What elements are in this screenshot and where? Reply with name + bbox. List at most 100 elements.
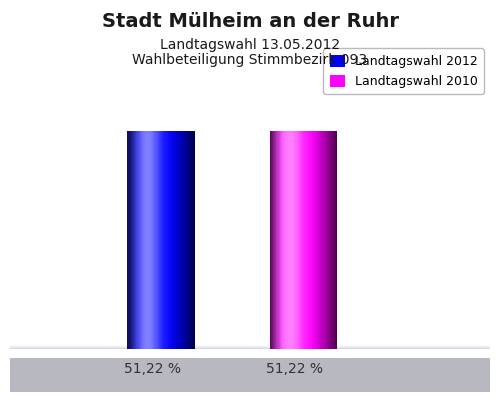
Bar [179,131,180,349]
Bar [308,131,309,349]
Bar [160,131,162,349]
Bar [312,131,314,349]
Bar [132,131,133,349]
Bar [327,131,328,349]
Bar [161,131,162,349]
Bar [294,131,296,349]
Bar [304,131,306,349]
Bar [319,131,320,349]
Bar [130,131,132,349]
Bar [275,131,276,349]
Bar [184,131,185,349]
Bar [186,131,187,349]
Bar [140,131,141,349]
Bar [301,131,302,349]
Bar [142,131,144,349]
Bar [168,131,169,349]
Bar [334,131,335,349]
Text: 51,22 %: 51,22 % [124,362,180,376]
Bar [172,131,174,349]
Bar [330,131,332,349]
Bar [332,131,334,349]
Bar [309,131,310,349]
Bar [282,131,283,349]
Bar [194,131,195,349]
Text: 51,22 %: 51,22 % [266,362,323,376]
Bar [143,131,144,349]
Legend: Landtagswahl 2012, Landtagswahl 2010: Landtagswahl 2012, Landtagswahl 2010 [324,48,484,94]
Bar [138,131,139,349]
Bar [314,131,316,349]
Bar [176,131,177,349]
Bar [156,131,158,349]
Bar [326,131,327,349]
Bar [174,131,175,349]
Text: Stadt Mülheim an der Ruhr: Stadt Mülheim an der Ruhr [102,12,399,31]
Bar [293,131,294,349]
Bar [166,131,168,349]
Bar [272,131,273,349]
Bar [336,131,338,349]
Bar [278,131,280,349]
Bar [158,131,159,349]
Bar [288,131,290,349]
Bar [316,131,317,349]
Bar [152,131,154,349]
Bar [296,131,297,349]
Bar [133,131,134,349]
Bar [154,131,156,349]
Bar [135,131,136,349]
Bar [270,131,271,349]
Bar [317,131,318,349]
Bar [144,131,146,349]
Bar [162,131,164,349]
Bar [324,131,326,349]
Bar [314,131,315,349]
Bar [284,131,286,349]
Bar [318,131,320,349]
Bar [283,131,284,349]
Bar [134,131,136,349]
Polygon shape [270,358,369,392]
Bar [276,131,278,349]
Bar [296,131,298,349]
Bar [192,131,193,349]
Bar [292,131,294,349]
Bar [169,131,170,349]
Bar [187,131,188,349]
Bar [286,131,288,349]
Bar [170,131,172,349]
Bar [311,131,312,349]
Bar [185,131,186,349]
Bar [299,131,300,349]
Bar [290,131,291,349]
Bar [190,131,192,349]
Bar [306,131,307,349]
Bar [130,131,131,349]
Bar [306,131,308,349]
Bar [166,131,167,349]
Bar [281,131,282,349]
Polygon shape [128,358,227,392]
Bar [148,131,149,349]
Bar [136,131,138,349]
Bar [159,131,160,349]
Bar [10,358,500,392]
Bar [328,131,330,349]
Bar [182,131,184,349]
Bar [128,131,130,349]
Bar [320,131,322,349]
Bar [141,131,142,349]
Bar [180,131,182,349]
Bar [288,131,289,349]
Bar [273,131,274,349]
Bar [177,131,178,349]
Bar [291,131,292,349]
Bar [192,131,194,349]
Bar [174,131,176,349]
Bar [178,131,180,349]
Bar [335,131,336,349]
Bar [138,131,140,349]
Bar [150,131,151,349]
Bar [332,131,333,349]
